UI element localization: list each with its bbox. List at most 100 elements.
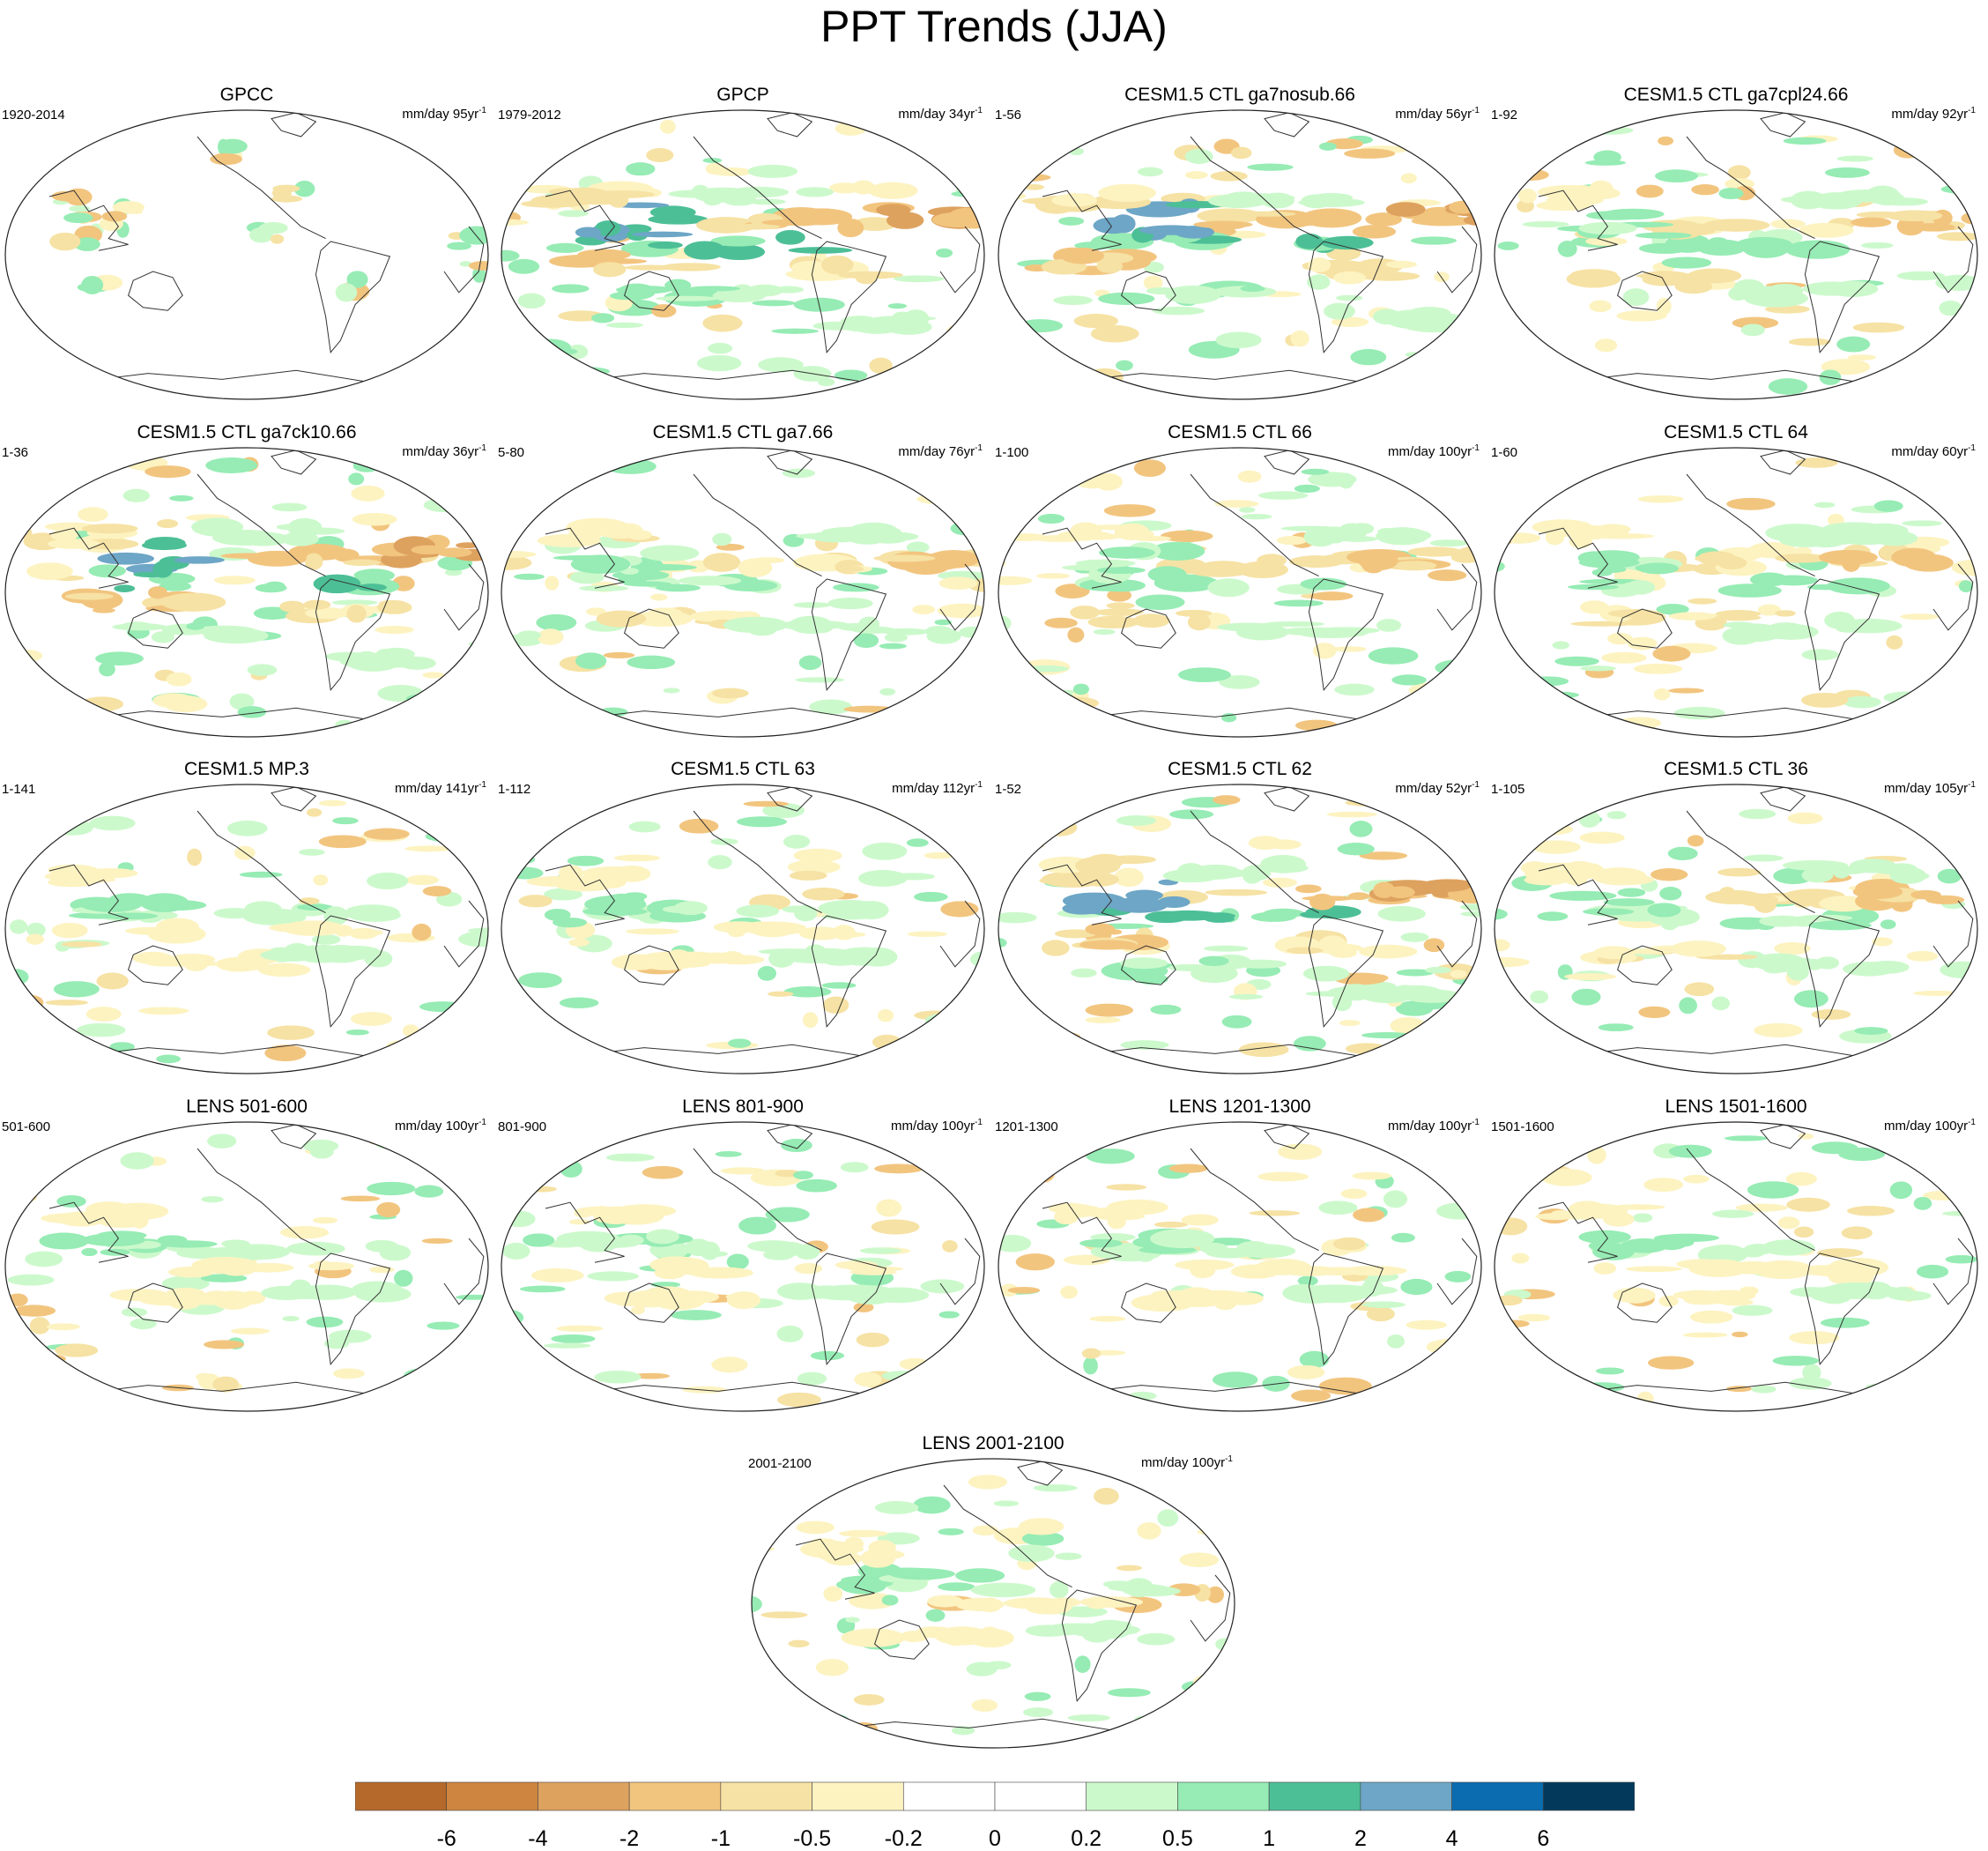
trend-blob (712, 688, 749, 699)
trend-blob (5, 702, 33, 709)
coastline (443, 563, 485, 631)
trend-blob (5, 714, 16, 725)
coastline (1061, 1589, 1138, 1702)
trend-blob (411, 545, 446, 555)
trend-blob (1449, 200, 1478, 214)
trend-blob (1854, 1027, 1888, 1035)
trend-blob (1235, 211, 1296, 217)
coastline (315, 915, 391, 1028)
trend-blob (1198, 955, 1229, 966)
trend-blob (79, 799, 109, 810)
trend-blob (1365, 212, 1403, 227)
trend-blob (95, 651, 144, 665)
trend-blob (1967, 545, 1977, 561)
trend-blob (313, 574, 361, 594)
trend-blob (186, 622, 205, 630)
trend-blob (26, 562, 73, 581)
coastline (1538, 1201, 1618, 1263)
coastline (693, 1148, 822, 1252)
trend-blob (1030, 1165, 1055, 1183)
trend-blob (809, 531, 867, 543)
trend-blob (998, 382, 1040, 395)
trend-blob (951, 1726, 975, 1736)
units-exponent: -1 (975, 106, 983, 115)
trend-blob (1726, 497, 1776, 510)
trend-blob (1233, 959, 1287, 969)
units-value: 95yr (452, 107, 479, 122)
trend-blob (1055, 1552, 1082, 1560)
trend-blob (598, 707, 628, 717)
trend-blob (212, 1376, 240, 1393)
trend-blob (679, 818, 719, 834)
trend-blob (1085, 923, 1116, 935)
trend-blob (304, 553, 323, 570)
colorbar-tick-label: 0.2 (1071, 1826, 1102, 1851)
trend-blob (1294, 884, 1322, 894)
trend-blob (1625, 1266, 1682, 1273)
coastline (1932, 1238, 1974, 1305)
trend-blob (886, 807, 915, 818)
trend-blob (1301, 468, 1330, 475)
trend-blob (940, 901, 979, 918)
trend-blob (1495, 908, 1508, 920)
trend-blob (1322, 943, 1363, 952)
trend-blob (1495, 956, 1530, 968)
trend-blob (466, 1350, 488, 1363)
trend-blob (1116, 1565, 1143, 1572)
trend-blob (630, 1305, 645, 1315)
trend-blob (1717, 556, 1747, 570)
panel-period: 501-600 (2, 1119, 51, 1134)
trend-blob (1150, 1229, 1215, 1249)
map-outline (998, 447, 1482, 738)
trend-blob (1932, 1142, 1947, 1152)
trend-blob (1901, 520, 1943, 527)
trend-blob (37, 1370, 69, 1388)
trend-blob (1789, 1377, 1832, 1390)
trend-blob (1056, 359, 1076, 375)
precip-field (5, 455, 488, 732)
trend-blob (1096, 566, 1146, 574)
trend-blob (1684, 982, 1715, 997)
trend-blob (1790, 190, 1828, 210)
map-panel: LENS 801-900 801-900 mm/day 100yr-1 (496, 1096, 990, 1439)
coastline (811, 915, 887, 1028)
trend-blob (619, 867, 646, 879)
trend-blob (1168, 963, 1212, 971)
trend-blob (434, 687, 456, 694)
trend-blob (427, 1321, 460, 1330)
trend-blob (1391, 1232, 1415, 1243)
trend-blob (1570, 621, 1634, 627)
trend-blob (924, 626, 953, 636)
map-panel: CESM1.5 CTL ga7.66 5-80 mm/day 76yr-1 (496, 421, 990, 765)
trend-blob (1459, 903, 1481, 911)
units-prefix: mm/day (892, 781, 939, 796)
trend-blob (1858, 1281, 1893, 1300)
trend-blob (969, 950, 984, 968)
map-outline (501, 1121, 985, 1412)
trend-blob (1204, 915, 1235, 923)
trend-blob (468, 261, 488, 271)
trend-blob (1061, 1203, 1096, 1218)
trend-blob (794, 1262, 823, 1275)
units-value: 100yr (1438, 444, 1472, 459)
panel-period: 1979-2012 (498, 108, 561, 123)
trend-blob (1086, 1149, 1135, 1164)
colorbar-swatch (1542, 1781, 1635, 1811)
trend-blob (796, 1520, 835, 1535)
units-exponent: -1 (478, 106, 486, 115)
trend-blob (999, 127, 1020, 139)
trend-blob (1278, 1143, 1323, 1160)
trend-blob (553, 875, 617, 892)
trend-blob (293, 180, 315, 197)
trend-blob (931, 212, 983, 227)
coastline (545, 1201, 625, 1263)
trend-blob (1813, 284, 1849, 295)
trend-blob (1495, 377, 1530, 390)
trend-blob (1652, 645, 1691, 662)
trend-blob (823, 1586, 843, 1602)
trend-blob (789, 870, 827, 881)
trend-blob (628, 821, 661, 833)
trend-blob (558, 210, 590, 218)
panel-period: 801-900 (498, 1119, 547, 1134)
trend-blob (719, 951, 745, 965)
